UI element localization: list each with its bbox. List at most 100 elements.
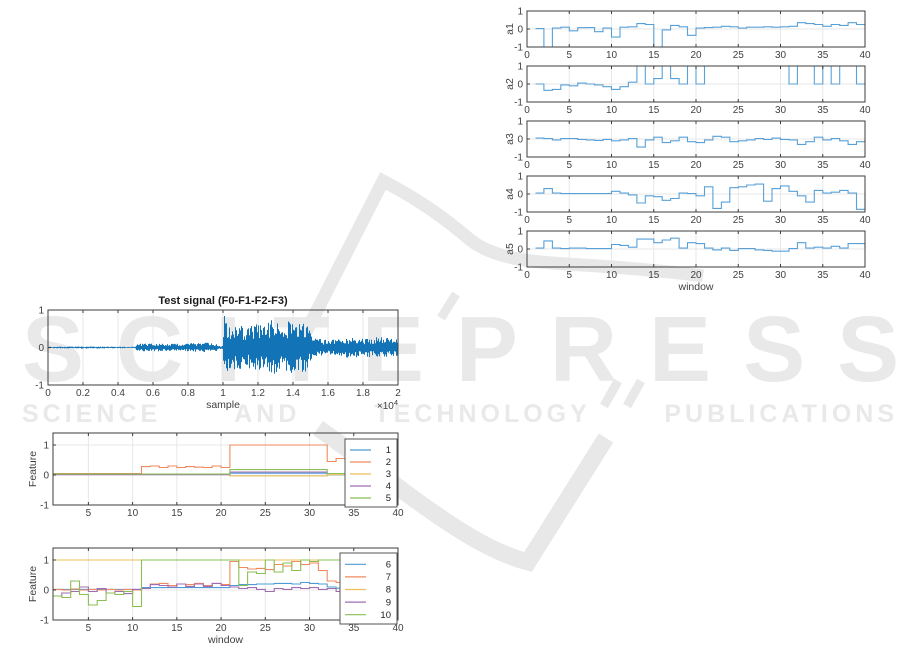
x-tick-label: 20 bbox=[690, 160, 702, 171]
y-tick-label: -1 bbox=[35, 381, 44, 392]
x-tick-label: 40 bbox=[859, 50, 871, 61]
x-tick-label: 40 bbox=[392, 508, 404, 519]
x-tick-label: 0.4 bbox=[111, 388, 125, 399]
watermark-slash-icon bbox=[437, 291, 460, 321]
chart-title: Test signal (F0-F1-F2-F3) bbox=[158, 295, 288, 307]
x-tick-label: 10 bbox=[606, 105, 618, 116]
x-tick-label: 0 bbox=[524, 215, 530, 226]
x-tick-label: 20 bbox=[690, 105, 702, 116]
x-tick-label: 5 bbox=[566, 160, 572, 171]
x-tick-label: 40 bbox=[859, 215, 871, 226]
x-tick-label: 15 bbox=[171, 623, 183, 634]
series-line-2 bbox=[53, 444, 398, 475]
series-line-a5 bbox=[535, 237, 866, 252]
x-tick-label: 35 bbox=[817, 215, 829, 226]
y-tick-label: -1 bbox=[514, 208, 523, 219]
y-tick-label: -1 bbox=[514, 98, 523, 109]
x-tick-label: 30 bbox=[775, 50, 787, 61]
x-tick-label: 40 bbox=[859, 105, 871, 116]
x-tick-label: 0.2 bbox=[76, 388, 90, 399]
y-tick-label: -1 bbox=[40, 616, 49, 627]
x-tick-label: 35 bbox=[348, 508, 360, 519]
watermark-slash-icon bbox=[623, 378, 645, 409]
legend-label: 9 bbox=[386, 597, 391, 608]
y-axis-label: a3 bbox=[504, 133, 516, 145]
y-axis-label: a4 bbox=[504, 188, 516, 200]
x-tick-label: 15 bbox=[648, 215, 660, 226]
x-axis-label: sample bbox=[206, 399, 240, 411]
legend-label: 8 bbox=[386, 585, 391, 596]
x-tick-label: 10 bbox=[606, 160, 618, 171]
x-tick-label: 10 bbox=[606, 50, 618, 61]
x-tick-label: 25 bbox=[260, 508, 272, 519]
watermark-slash-icon bbox=[600, 378, 622, 409]
series-line-10 bbox=[53, 559, 398, 608]
y-tick-label: 0 bbox=[517, 25, 523, 36]
x-tick-label: 1.8 bbox=[356, 388, 370, 399]
watermark-tagline: SCIENCE AND TECHNOLOGY PUBLICATIONS bbox=[22, 400, 898, 428]
legend-label: 7 bbox=[386, 572, 391, 583]
y-tick-label: -1 bbox=[514, 43, 523, 54]
x-tick-label: 25 bbox=[260, 623, 272, 634]
x-tick-label: 15 bbox=[648, 270, 660, 281]
x-tick-label: 30 bbox=[304, 623, 316, 634]
x-tick-label: 35 bbox=[817, 105, 829, 116]
x-axis-label: window bbox=[677, 281, 713, 293]
x-tick-label: 5 bbox=[566, 50, 572, 61]
y-tick-label: 0 bbox=[517, 190, 523, 201]
series-line-a2 bbox=[535, 65, 866, 91]
legend-label: 3 bbox=[386, 469, 391, 480]
x-tick-label: 25 bbox=[733, 105, 745, 116]
x-tick-label: 35 bbox=[348, 623, 360, 634]
y-tick-label: 1 bbox=[38, 306, 44, 317]
series-line-a4 bbox=[535, 183, 866, 210]
x-axis-label: window bbox=[207, 634, 243, 646]
x-tick-label: 0 bbox=[45, 388, 51, 399]
axes-box bbox=[52, 547, 399, 621]
legend-label: 10 bbox=[380, 610, 391, 621]
x-tick-label: 1 bbox=[220, 388, 226, 399]
x-tick-label: 35 bbox=[817, 160, 829, 171]
x-tick-label: 15 bbox=[648, 50, 660, 61]
x-tick-label: 30 bbox=[775, 105, 787, 116]
x-tick-label: 2 bbox=[395, 388, 401, 399]
x-tick-label: 10 bbox=[606, 215, 618, 226]
x-tick-label: 30 bbox=[775, 270, 787, 281]
x-tick-label: 1.6 bbox=[321, 388, 335, 399]
x-tick-label: 5 bbox=[566, 105, 572, 116]
x-tick-label: 5 bbox=[566, 215, 572, 226]
legend-label: 2 bbox=[386, 457, 391, 468]
y-tick-label: 1 bbox=[517, 172, 523, 183]
x-tick-label: 10 bbox=[606, 270, 618, 281]
x-tick-label: 40 bbox=[859, 160, 871, 171]
x-tick-label: 5 bbox=[86, 623, 92, 634]
y-tick-label: 0 bbox=[38, 343, 44, 354]
legend-label: 6 bbox=[386, 560, 391, 571]
y-axis-label: Feature bbox=[27, 566, 39, 602]
y-axis-label: a2 bbox=[504, 78, 516, 90]
x-tick-label: 30 bbox=[775, 160, 787, 171]
x-tick-label: 0.6 bbox=[146, 388, 160, 399]
y-tick-label: -1 bbox=[514, 153, 523, 164]
legend-label: 5 bbox=[386, 493, 391, 504]
series-line-a3 bbox=[535, 135, 866, 148]
x-tick-label: 25 bbox=[733, 215, 745, 226]
y-tick-label: 1 bbox=[517, 7, 523, 18]
x-tick-label: 0.8 bbox=[181, 388, 195, 399]
x-tick-label: 20 bbox=[216, 508, 228, 519]
y-tick-label: 0 bbox=[517, 245, 523, 256]
y-tick-label: 1 bbox=[517, 62, 523, 73]
legend-label: 1 bbox=[386, 445, 391, 456]
x-tick-label: 20 bbox=[690, 270, 702, 281]
x-tick-label: 1.4 bbox=[286, 388, 300, 399]
